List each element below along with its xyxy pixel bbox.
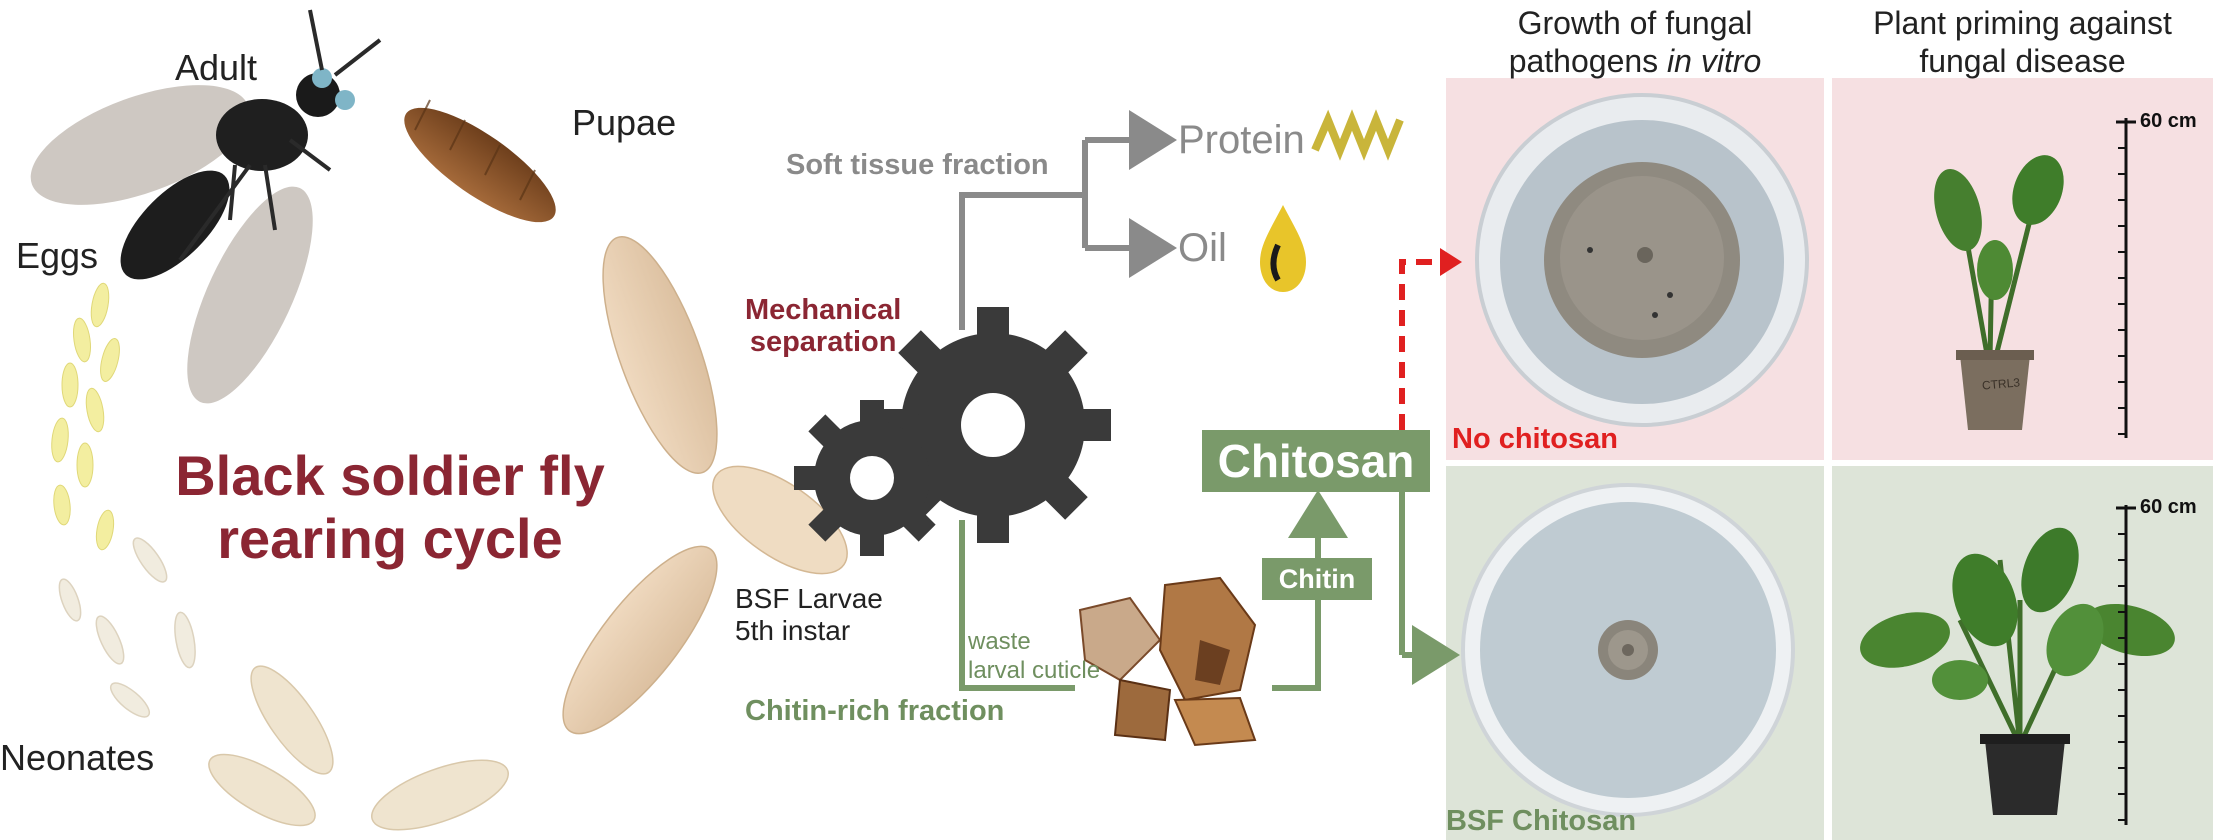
stage-label-pupae: Pupae xyxy=(572,102,677,143)
larvae-label-line1: BSF Larvae xyxy=(735,583,883,614)
chitin-rich-label: Chitin-rich fraction xyxy=(745,695,1005,727)
oil-drop-icon xyxy=(1260,205,1306,292)
soft-tissue-flow xyxy=(959,110,1177,330)
chitin-box: Chitin xyxy=(1262,558,1372,600)
young-larvae xyxy=(208,665,509,831)
no-chitosan-flow xyxy=(1399,259,1440,430)
petri-dish-chitosan xyxy=(1461,483,1795,817)
col2-line2: fungal disease xyxy=(1919,42,2126,79)
adult-fly xyxy=(30,9,382,404)
plant-no-chitosan xyxy=(1934,155,2064,430)
cycle-title-line1: Black soldier fly xyxy=(175,444,605,507)
scale-label-bottom: 60 cm xyxy=(2140,496,2197,518)
larvae-label: BSF Larvae 5th instar xyxy=(735,583,883,647)
chitosan-box: Chitosan xyxy=(1202,430,1430,492)
petri-dish-no-chitosan xyxy=(1475,93,1809,427)
cycle-title: Black soldier fly rearing cycle xyxy=(130,444,650,570)
cuticle-fragments xyxy=(1078,576,1257,747)
pupa xyxy=(404,99,556,223)
stage-label-adult: Adult xyxy=(175,47,258,88)
protein-helix-icon xyxy=(1311,109,1404,161)
gears xyxy=(794,307,1111,556)
waste-label-line2: larval cuticle xyxy=(968,656,1101,684)
height-scale-bottom xyxy=(2116,505,2136,825)
mechanical-separation-label: Mechanical separation xyxy=(745,294,902,359)
col1-line2b: in vitro xyxy=(1667,42,1762,79)
larvae-label-line2: 5th instar xyxy=(735,615,851,647)
height-scale-top xyxy=(2116,118,2136,438)
col1-line1: Growth of fungal xyxy=(1517,5,1753,41)
stage-label-neonates: Neonates xyxy=(0,737,155,778)
waste-cuticle-label: waste larval cuticle xyxy=(968,628,1100,686)
oil-label: Oil xyxy=(1178,226,1227,270)
col2-line1: Plant priming against xyxy=(1873,5,2172,41)
neonate-larvae xyxy=(58,537,196,718)
column-header-in-vitro: Growth of fungal pathogens in vitro xyxy=(1446,5,1824,81)
plant-chitosan xyxy=(1860,527,2175,815)
cycle-title-line2: rearing cycle xyxy=(217,506,563,570)
mechanical-label-line2: separation xyxy=(749,325,897,358)
soft-tissue-label: Soft tissue fraction xyxy=(786,149,1049,181)
larva-5th-instar xyxy=(712,465,848,575)
no-chitosan-label: No chitosan xyxy=(1452,423,1618,455)
scale-label-top: 60 cm xyxy=(2140,110,2197,132)
col1-line2a: pathogens xyxy=(1508,42,1668,79)
bsf-chitosan-label: BSF Chitosan xyxy=(1446,805,1637,837)
col1-line2: pathogens in vitro xyxy=(1446,43,1824,81)
column-header-plant-priming: Plant priming against fungal disease xyxy=(1832,5,2213,81)
protein-label: Protein xyxy=(1178,118,1305,162)
no-chitosan-arrowhead xyxy=(1440,248,1462,276)
eggs-cluster xyxy=(51,282,120,551)
mechanical-label-line1: Mechanical xyxy=(745,294,902,326)
waste-label-line1: waste xyxy=(968,628,1031,655)
chitin-flow xyxy=(959,490,1460,691)
stage-label-eggs: Eggs xyxy=(16,235,99,276)
